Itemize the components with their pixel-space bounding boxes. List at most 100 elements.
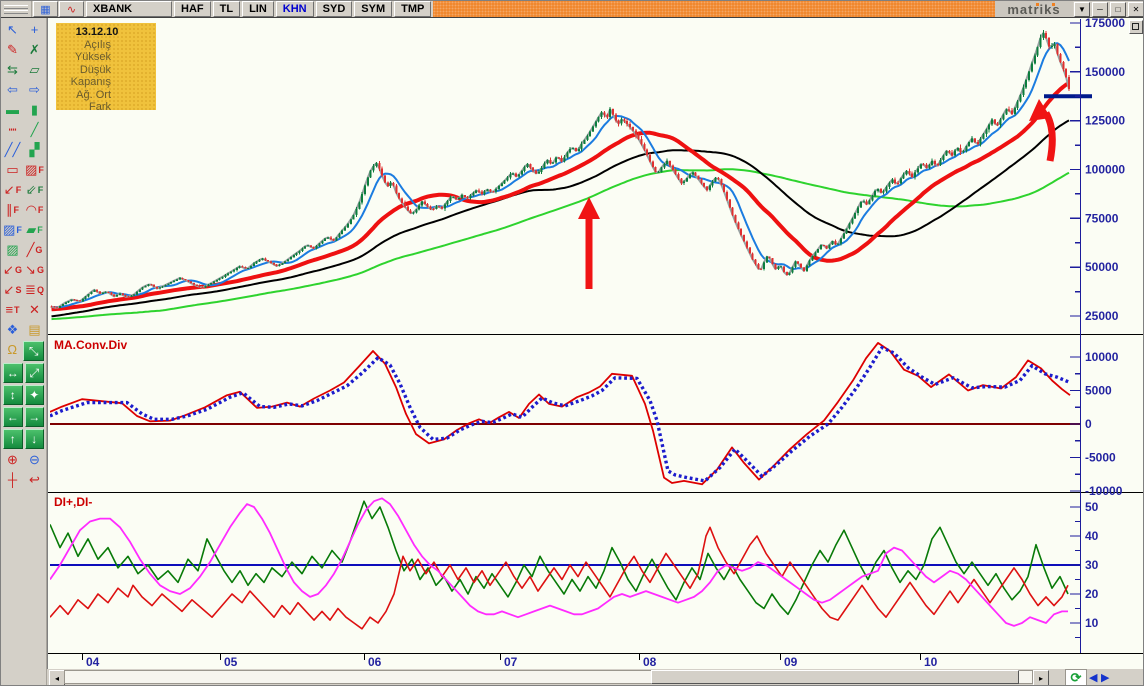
gann-fan-icon[interactable]: ↘ G	[24, 260, 45, 280]
drawing-toolbar: ↖ + ✎ ✗ ⇆ ▱ ⇦ ⇨ ▬ ▮ ┉ ╱ ╱╱ ▞ ▭ ▨ F ↙ F ⇙ F ∥ F ◠ F ▨ F ▰ F ▨ ╱ G ↙ G ↘ G ↙ S ≣…	[1, 18, 47, 685]
nudge-left-icon[interactable]: ⇦	[2, 80, 23, 100]
fibo-retracement-icon[interactable]: ↙ F	[2, 180, 23, 200]
pan-left-icon[interactable]: ←	[3, 407, 23, 427]
zoom-in-icon[interactable]: ⊕	[2, 450, 23, 470]
quadrant-lines-icon[interactable]: ≣ Q	[24, 280, 45, 300]
pan-right-icon[interactable]: →	[24, 407, 44, 427]
page-prev-icon[interactable]: ◀	[1089, 672, 1098, 684]
quote-tooltip: 13.12.10 Açılış Yüksek Düşük Kapanış Ağ.…	[56, 23, 156, 114]
gann-grid-icon[interactable]: ↙ G	[2, 260, 23, 280]
scroll-left-button[interactable]: ◂	[49, 670, 65, 685]
cut-tool-icon[interactable]: ✗	[24, 40, 45, 60]
collapse-all-icon[interactable]: ⤢	[24, 363, 44, 383]
fibo-channel-icon[interactable]: ▰ F	[24, 220, 45, 240]
box-pencil-icon[interactable]: ▭	[2, 160, 23, 180]
tooltip-date: 13.12.10	[75, 26, 119, 38]
refresh-button[interactable]: ⟳	[1065, 669, 1087, 685]
tooltip-row-open: Açılış	[84, 39, 111, 51]
zoom-out-icon[interactable]: ⊖	[24, 450, 45, 470]
matriks-logo-text: matriks	[1007, 1, 1061, 17]
toolbar-row: ┉ ╱	[1, 120, 46, 140]
chart-tabs: XBANK HAF TL LIN KHN SYD SYM TMP	[84, 1, 432, 17]
x-axis-year-label: 09	[784, 655, 798, 669]
tab-khn[interactable]: KHN	[275, 1, 314, 17]
transform-icon[interactable]: ❖	[2, 320, 23, 340]
toolbar-row: ╱╱ ▞	[1, 140, 46, 160]
tab-lin[interactable]: LIN	[242, 1, 274, 17]
toolbar-row: ✎ ✗	[1, 40, 46, 60]
gann-line-icon[interactable]: ╱ G	[24, 240, 45, 260]
vertical-line-icon[interactable]: ▮	[24, 100, 45, 120]
axis-setup-icon[interactable]: ┼	[2, 470, 23, 490]
tirone-levels-icon[interactable]: ≡ T	[2, 300, 23, 320]
svg-text:-10000: -10000	[1085, 484, 1123, 498]
x-axis-year-label: 08	[643, 655, 657, 669]
tooltip-row-low: Düşük	[79, 63, 111, 76]
scroll-right-button[interactable]: ▸	[1033, 670, 1049, 685]
toolbar-row: ⊕ ⊖	[1, 450, 46, 470]
tooltip-row-change: Fark	[89, 101, 111, 114]
fit-height-icon[interactable]: ↕	[3, 385, 23, 405]
tab-tl[interactable]: TL	[212, 1, 241, 17]
tab-sym[interactable]: SYM	[354, 1, 393, 17]
toolbar-row: ≡ T ✕	[1, 300, 46, 320]
pan-up-icon[interactable]: ↑	[3, 429, 23, 449]
close-button[interactable]: ✕	[1128, 2, 1143, 17]
chart-window-icon[interactable]: ▦	[33, 1, 58, 17]
svg-text:DI+,DI-: DI+,DI-	[54, 495, 92, 509]
toolbar-row: ↙ S ≣ Q	[1, 280, 46, 300]
toolbar-grip[interactable]	[1, 1, 32, 17]
previous-trend-icon[interactable]: ↩	[24, 470, 45, 490]
fibo-timezone-icon[interactable]: ∥ F	[2, 200, 23, 220]
alarm-bell-icon[interactable]: Ω	[2, 340, 23, 360]
swap-objects-icon[interactable]: ⇆	[2, 60, 23, 80]
svg-text:MA.Conv.Div: MA.Conv.Div	[54, 338, 127, 352]
tab-xbank[interactable]: XBANK	[86, 1, 172, 17]
window-menu-button[interactable]: ▼	[1074, 2, 1090, 17]
chart-plot-area[interactable]: MA.Conv.DivDI+,DI-1750001500001250001000…	[48, 18, 1144, 686]
svg-text:50000: 50000	[1085, 260, 1119, 274]
tab-syd[interactable]: SYD	[315, 1, 353, 17]
crosshair-icon[interactable]: +	[24, 20, 45, 40]
pitchfork-icon[interactable]: ✕	[24, 300, 45, 320]
eraser-icon[interactable]: ▱	[24, 60, 45, 80]
matriks-logo: matriks	[995, 1, 1073, 17]
fit-width-icon[interactable]: ↔	[3, 363, 23, 383]
horizontal-line-icon[interactable]: ▬	[2, 100, 23, 120]
marked-line-icon[interactable]: ┉	[2, 120, 23, 140]
toolbar-row: ↙ F ⇙ F	[1, 180, 46, 200]
speed-lines-icon[interactable]: ↙ S	[2, 280, 23, 300]
svg-text:-5000: -5000	[1085, 451, 1116, 465]
tab-haf[interactable]: HAF	[174, 1, 211, 17]
indicator-window-icon[interactable]: ∿	[59, 1, 84, 17]
toolbar-row: ↙ G ↘ G	[1, 260, 46, 280]
svg-text:25000: 25000	[1085, 309, 1119, 323]
titlebar-icons: ▦ ∿	[32, 1, 84, 17]
note-pencil-icon[interactable]: ✎	[2, 40, 23, 60]
expand-all-icon[interactable]: ⤡	[23, 341, 44, 361]
hatch-channel-icon[interactable]: ▨	[2, 240, 23, 260]
restore-button[interactable]: □	[1110, 2, 1126, 17]
x-axis-year-label: 04	[86, 655, 100, 669]
window-buttons: ▼ ─ □ ✕	[1073, 1, 1143, 17]
svg-text:0: 0	[1085, 417, 1092, 431]
tab-tmp[interactable]: TMP	[394, 1, 432, 17]
thick-trend-icon[interactable]: ▞	[24, 140, 45, 160]
page-next-icon[interactable]: ▶	[1101, 672, 1110, 684]
trend-line-icon[interactable]: ╱	[24, 120, 45, 140]
parallel-lines-icon[interactable]: ╱╱	[2, 140, 23, 160]
svg-text:150000: 150000	[1085, 65, 1125, 79]
fibo-projection-icon[interactable]: ⇙ F	[24, 180, 45, 200]
pointer-icon[interactable]: ↖	[2, 20, 23, 40]
reset-view-icon[interactable]: ✦	[24, 385, 44, 405]
fibo-arc-icon[interactable]: ◠ F	[24, 200, 45, 220]
butter-icon[interactable]: ▤	[24, 320, 45, 340]
minimize-button[interactable]: ─	[1092, 2, 1108, 17]
fibo-hatch-icon[interactable]: ▨ F	[24, 160, 45, 180]
pane-maximize-button[interactable]	[1129, 20, 1143, 34]
pan-down-icon[interactable]: ↓	[24, 429, 44, 449]
scrollbar-thumb[interactable]	[651, 670, 1019, 684]
fibo-fan-icon[interactable]: ▨ F	[2, 220, 23, 240]
nudge-right-icon[interactable]: ⇨	[24, 80, 45, 100]
